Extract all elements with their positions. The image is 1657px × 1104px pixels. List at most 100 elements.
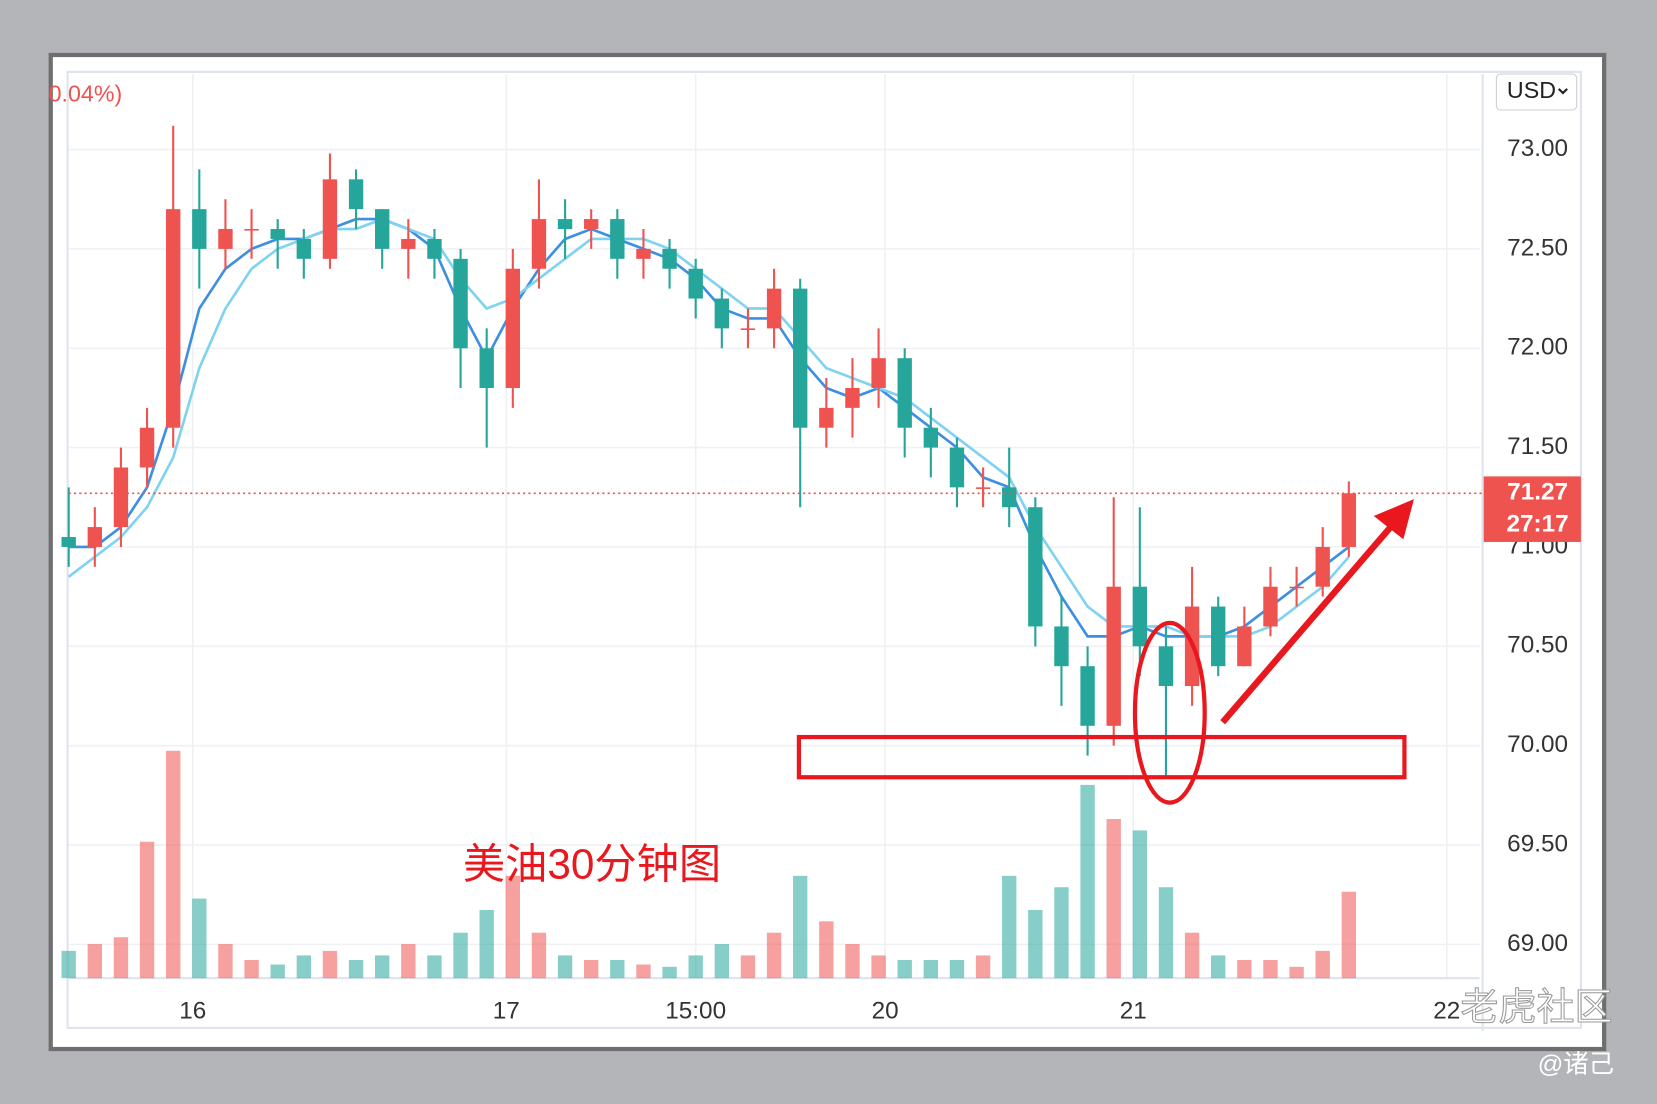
y-tick-label: 72.50 bbox=[1507, 234, 1568, 261]
candle-body bbox=[819, 407, 834, 428]
candle-body bbox=[610, 219, 625, 259]
x-tick-label: 21 bbox=[1120, 997, 1147, 1024]
candle-body bbox=[975, 487, 991, 489]
arrow-shaft bbox=[1220, 522, 1396, 725]
x-tick-label: 20 bbox=[872, 997, 899, 1024]
volume-bar bbox=[636, 964, 651, 979]
volume-bar bbox=[1132, 830, 1148, 979]
candle-body bbox=[296, 238, 312, 259]
volume-bar bbox=[819, 921, 834, 979]
volume-bar bbox=[531, 932, 547, 979]
support-box bbox=[796, 734, 1407, 780]
volume-bar bbox=[845, 944, 860, 979]
volume-bar bbox=[1080, 784, 1095, 979]
candle-body bbox=[505, 268, 521, 388]
candle-body bbox=[1002, 487, 1017, 508]
candle-body bbox=[427, 238, 442, 259]
volume-bar bbox=[1237, 959, 1252, 979]
currency-box[interactable] bbox=[1495, 73, 1578, 111]
candle-body bbox=[1263, 586, 1278, 627]
y-tick-label: 73.00 bbox=[1507, 135, 1568, 162]
candle-body bbox=[949, 447, 965, 488]
volume-bar bbox=[662, 966, 677, 979]
candle-body bbox=[1028, 507, 1043, 627]
volume-bar bbox=[61, 950, 76, 979]
candle-body bbox=[662, 248, 677, 269]
candle-body bbox=[714, 298, 730, 329]
volume-bar bbox=[584, 959, 599, 979]
candle-body bbox=[636, 248, 651, 259]
volume-bar bbox=[479, 909, 494, 979]
y-tick-label: 71.50 bbox=[1507, 433, 1568, 460]
volume-bar bbox=[401, 944, 416, 979]
candle-body bbox=[1341, 493, 1357, 547]
highlight-ellipse bbox=[1132, 620, 1207, 805]
x-tick-label: 16 bbox=[179, 997, 206, 1024]
candle-body bbox=[740, 328, 756, 330]
y-tick-label: 70.50 bbox=[1507, 632, 1568, 659]
volume-bar bbox=[1158, 887, 1174, 979]
volume-bar bbox=[218, 944, 233, 979]
candle-body bbox=[113, 467, 129, 528]
candle-body bbox=[453, 258, 468, 349]
volume-bar bbox=[1263, 959, 1278, 979]
candle-body bbox=[348, 179, 364, 210]
volume-bar bbox=[427, 955, 442, 979]
candle-body bbox=[192, 209, 207, 249]
candle-body bbox=[479, 348, 494, 388]
currency-button[interactable]: USD bbox=[1495, 73, 1578, 111]
candle-body bbox=[766, 288, 782, 329]
frame bbox=[48, 52, 1607, 1052]
volume-bar bbox=[296, 955, 312, 979]
price-box bbox=[1483, 476, 1581, 542]
y-tick-label: 72.00 bbox=[1507, 334, 1568, 361]
volume-bar bbox=[1184, 932, 1200, 979]
last-price-label: 71.27 bbox=[1507, 479, 1568, 506]
volume-bar bbox=[505, 875, 521, 979]
volume-bar bbox=[1341, 891, 1357, 979]
volume-bar bbox=[714, 944, 730, 979]
volume-bar bbox=[166, 750, 181, 979]
candle-body bbox=[1237, 626, 1252, 667]
volume-bar bbox=[1315, 950, 1330, 979]
volume-bar bbox=[557, 955, 573, 979]
candle-body bbox=[61, 537, 76, 547]
author: @诸己 bbox=[1538, 1051, 1614, 1079]
candle-body bbox=[531, 219, 547, 269]
candle-body bbox=[166, 209, 181, 428]
volume-bar bbox=[1211, 955, 1226, 979]
candle-body bbox=[1054, 626, 1069, 667]
volume-bar bbox=[244, 959, 259, 979]
volume-bar bbox=[322, 950, 338, 979]
candle-body bbox=[1158, 646, 1174, 687]
candle-body bbox=[688, 268, 703, 299]
volume-bar bbox=[348, 959, 364, 979]
volume-bar bbox=[1028, 909, 1043, 979]
volume-bar bbox=[139, 841, 155, 979]
y-tick-label: 70.00 bbox=[1507, 731, 1568, 758]
watermark: 老虎社区 bbox=[1460, 987, 1612, 1029]
volume-bar bbox=[871, 955, 886, 979]
candle-body bbox=[584, 219, 599, 230]
candle-body bbox=[1211, 606, 1226, 667]
candle-body bbox=[557, 219, 573, 230]
volume-bar bbox=[610, 959, 625, 979]
volume-bar bbox=[793, 875, 808, 979]
candle-body bbox=[923, 427, 939, 448]
change-text: 0.04%) bbox=[49, 80, 123, 106]
currency-label[interactable]: USD bbox=[1507, 77, 1556, 103]
volume-bar bbox=[270, 964, 285, 979]
volume-bar bbox=[766, 932, 782, 979]
candle-body bbox=[218, 229, 233, 249]
volume-bar bbox=[375, 955, 390, 979]
volume-bar bbox=[923, 959, 939, 979]
candle-body bbox=[1315, 546, 1330, 587]
arrow-head bbox=[1373, 499, 1414, 540]
candle-body bbox=[845, 387, 860, 408]
candle-body bbox=[871, 358, 886, 388]
candle-body bbox=[270, 229, 285, 239]
volume-bar bbox=[1054, 887, 1069, 979]
candle-body bbox=[139, 427, 155, 468]
y-tick-label: 69.50 bbox=[1507, 830, 1568, 857]
x-tick-label: 17 bbox=[493, 997, 520, 1024]
